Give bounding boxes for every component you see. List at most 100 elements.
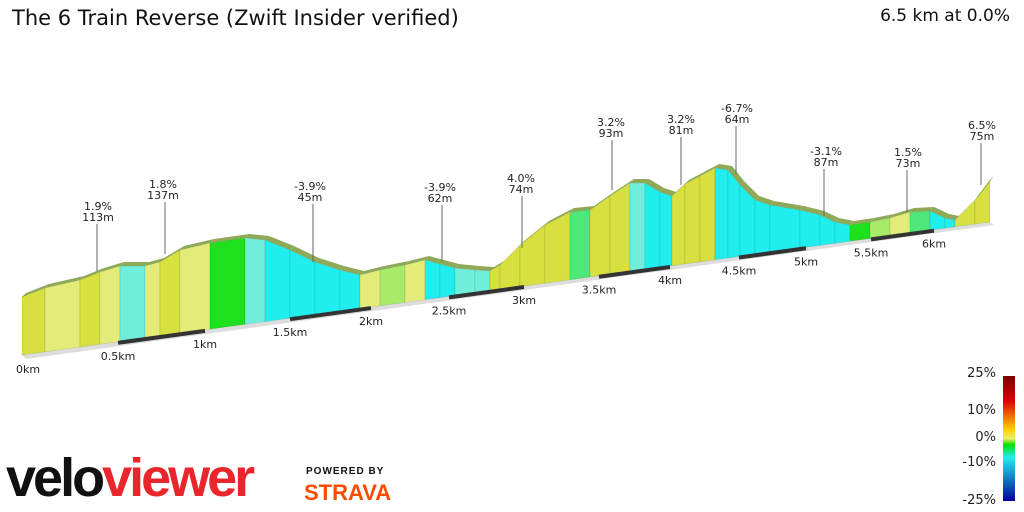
profile-segment (379, 264, 406, 307)
profile-segment (44, 279, 81, 353)
profile-top-edge (22, 284, 49, 297)
profile-top-edge (290, 246, 319, 262)
profile-segment (834, 221, 851, 244)
annotation-length: 93m (599, 127, 624, 140)
annotation-grade: -3.9% (424, 181, 456, 194)
distance-bar (598, 264, 671, 279)
profile-segment (314, 261, 341, 316)
x-tick-label: 5km (794, 255, 818, 268)
profile-segment (589, 195, 611, 278)
profile-top-edge (80, 268, 104, 280)
annotation-length: 113m (82, 211, 114, 224)
profile-top-edge (245, 234, 269, 240)
annotation-grade: -3.9% (294, 180, 326, 193)
x-tick-label: 6km (922, 238, 946, 251)
profile-top-edge (210, 234, 249, 243)
annotation-length: 64m (725, 113, 750, 126)
distance-bar (738, 246, 807, 260)
annotation-length: 87m (814, 156, 839, 169)
veloviewer-logo[interactable]: veloviewer (6, 448, 255, 508)
profile-segment (144, 261, 161, 339)
profile-top-edge (685, 172, 704, 184)
profile-top-edge (728, 166, 744, 185)
profile-top-edge (630, 179, 649, 183)
x-tick-label: 4.5km (722, 264, 757, 277)
route-title: The 6 Train Reverse (Zwift Insider verif… (12, 6, 459, 30)
profile-top-edge (910, 207, 934, 212)
profile-segment (244, 237, 266, 325)
profile-segment (499, 244, 521, 290)
distance-bar (448, 285, 525, 300)
annotation-grade: 4.0% (507, 172, 535, 185)
profile-top-edge (145, 258, 164, 266)
profile-top-edge (715, 164, 732, 170)
profile-top-edge (360, 266, 384, 275)
profile-top-edge (455, 264, 479, 270)
profile-segment (754, 199, 771, 255)
annotation-length: 81m (669, 124, 694, 137)
strava-logo[interactable]: STRAVA (304, 480, 392, 505)
profile-segment (727, 169, 741, 259)
profile-segment (209, 237, 246, 330)
profile-segment (629, 182, 646, 272)
x-tick-label: 0.5km (101, 350, 136, 363)
profile-top-edge (380, 261, 409, 270)
profile-top-edge (45, 276, 84, 288)
profile-segment (974, 179, 991, 225)
annotation-length: 75m (970, 130, 995, 143)
profile-segment (659, 191, 673, 268)
profile-segment (849, 221, 871, 242)
annotation-length: 62m (428, 192, 453, 205)
x-tick-label: 2.5km (432, 304, 467, 317)
profile-segment (21, 287, 46, 356)
profile-top-edge (975, 176, 994, 200)
profile-segment (264, 239, 291, 322)
profile-top-edge (645, 179, 664, 192)
annotation-length: 137m (147, 189, 179, 202)
profile-top-edge (660, 188, 676, 196)
profile-top-edge (440, 260, 459, 268)
colorbar-label: 10% (967, 403, 996, 418)
profile-top-edge (405, 256, 429, 265)
annotation-grade: 3.2% (597, 116, 625, 129)
profile-segment (289, 249, 316, 319)
profile-segment (684, 175, 701, 265)
x-tick-label: 3km (512, 294, 536, 307)
profile-top-edge (930, 207, 949, 218)
distance-bar (289, 306, 372, 322)
colorbar-label: 0% (975, 430, 996, 445)
profile-top-edge (590, 192, 614, 210)
colorbar-label: -10% (962, 455, 996, 470)
profile-segment (359, 269, 381, 309)
x-tick-label: 1km (193, 338, 217, 351)
profile-top-edge (850, 218, 874, 225)
profile-segment (424, 259, 441, 300)
profile-segment (339, 269, 361, 312)
profile-top-edge (740, 181, 759, 200)
profile-top-edge (700, 164, 719, 176)
annotation-grade: -6.7% (721, 102, 753, 115)
x-tick-label: 4km (658, 274, 682, 287)
profile-top-edge (425, 256, 444, 264)
profile-segment (799, 209, 821, 249)
profile-top-edge (315, 258, 344, 270)
profile-segment (454, 267, 476, 296)
distance-bar (117, 328, 206, 345)
profile-top-edge (610, 179, 634, 196)
x-tick-label: 3.5km (582, 284, 617, 297)
profile-top-edge (545, 208, 574, 225)
profile-top-edge (890, 208, 914, 218)
profile-top-edge (945, 214, 959, 220)
profile-segment (569, 209, 591, 281)
x-tick-label: 2km (359, 315, 383, 328)
profile-top-edge (870, 214, 894, 222)
profile-top-edge (800, 206, 824, 215)
profile-segment (404, 259, 426, 303)
profile-segment (644, 182, 661, 270)
annotation-length: 73m (896, 157, 921, 170)
profile-segment (609, 182, 631, 275)
profile-top-edge (770, 201, 804, 210)
profile-top-edge (755, 196, 774, 205)
profile-top-edge (160, 246, 184, 262)
